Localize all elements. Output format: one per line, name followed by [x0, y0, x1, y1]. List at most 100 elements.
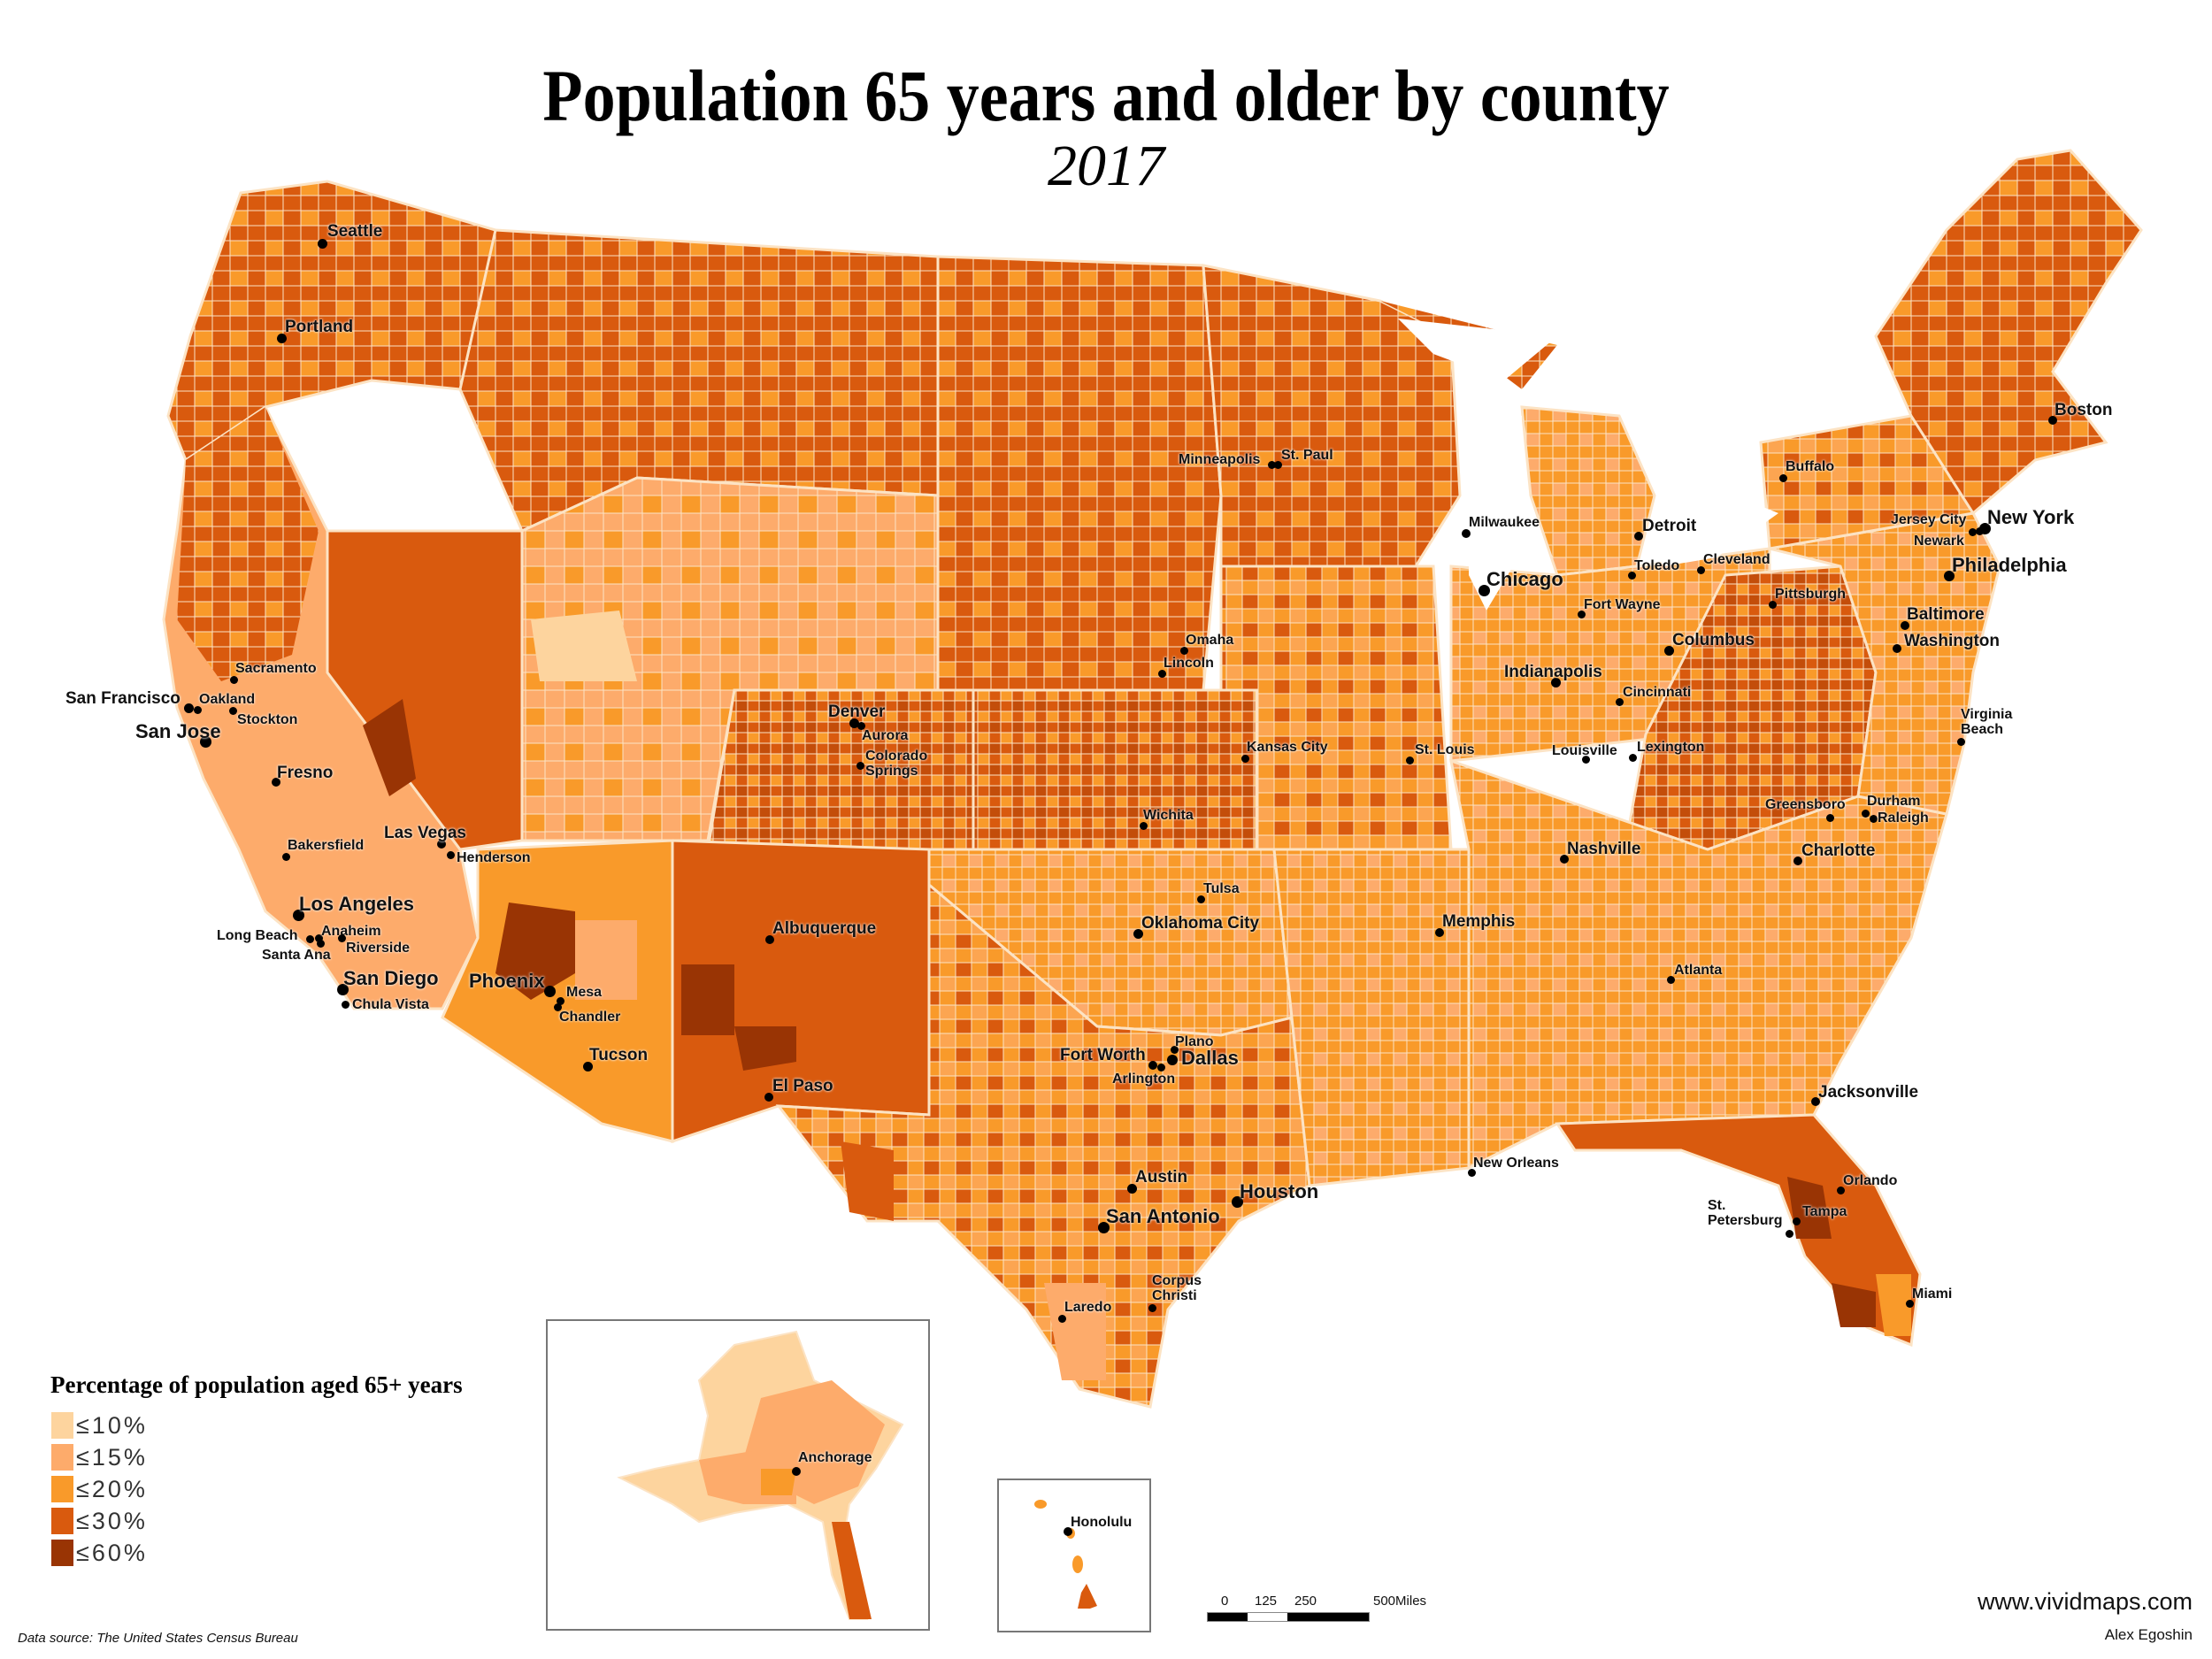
city-dot — [1968, 527, 1977, 536]
legend-label: ≤15% — [76, 1443, 148, 1471]
city-label: Buffalo — [1786, 459, 1835, 474]
city-dot — [1634, 532, 1643, 541]
city-label: San Jose — [135, 720, 221, 742]
city-label: Milwaukee — [1469, 515, 1540, 530]
region-kansas — [972, 688, 1258, 851]
city-dot — [337, 933, 346, 942]
city-label: Cincinnati — [1623, 685, 1692, 700]
city-dot — [1666, 975, 1675, 984]
region-minnesota-wisconsin — [1202, 264, 1462, 568]
city-dot — [1139, 821, 1148, 830]
city-dot — [183, 703, 194, 713]
city-label: Tampa — [1802, 1204, 1847, 1219]
city-dot — [1560, 855, 1569, 864]
region-dakotas-nebraska — [936, 255, 1223, 692]
city-dot — [1157, 669, 1166, 678]
city-label: Detroit — [1642, 517, 1697, 535]
city-dot — [1148, 1303, 1156, 1312]
city-dot — [228, 706, 237, 715]
city-dot — [1811, 1097, 1820, 1106]
lake-superior — [1398, 319, 1557, 380]
city-dot — [1785, 1229, 1793, 1238]
city-label: Boston — [2055, 401, 2113, 419]
city-dot — [764, 1093, 773, 1102]
region-south-texas-light — [1044, 1283, 1106, 1380]
legend-swatch — [51, 1476, 73, 1502]
city-dot — [1944, 571, 1955, 581]
city-label: Lexington — [1637, 740, 1705, 755]
city-dot — [1825, 813, 1834, 822]
city-dot — [1467, 1168, 1476, 1177]
legend-label: ≤20% — [76, 1475, 148, 1502]
city-dot — [229, 675, 238, 684]
city-label: Pittsburgh — [1775, 587, 1846, 602]
city-dot — [316, 939, 325, 948]
scale-unit: Miles — [1395, 1594, 1427, 1609]
scale-segment-black — [1208, 1613, 1248, 1621]
city-label: New Orleans — [1473, 1156, 1559, 1171]
city-label: El Paso — [772, 1077, 833, 1095]
city-label: Memphis — [1442, 912, 1516, 931]
city-label: Los Angeles — [299, 893, 414, 915]
city-label: Phoenix — [469, 970, 545, 992]
city-label: Jersey City — [1891, 512, 1967, 527]
city-label: Philadelphia — [1952, 554, 2067, 576]
legend-swatch — [51, 1412, 73, 1439]
city-dot — [543, 985, 556, 997]
city-dot — [1696, 565, 1705, 574]
city-label: Dallas — [1181, 1047, 1239, 1069]
city-label: Fort Wayne — [1584, 597, 1661, 612]
city-dot — [276, 333, 287, 343]
city-label: New York — [1987, 506, 2075, 528]
legend-item-le60: ≤60% — [51, 1540, 148, 1566]
city-label: Omaha — [1186, 633, 1234, 648]
city-dot — [1861, 809, 1870, 818]
legend-item-le20: ≤20% — [51, 1476, 148, 1502]
city-label: Houston — [1240, 1180, 1319, 1202]
region-nevada-dark-county — [363, 699, 416, 796]
city-label: Nashville — [1567, 840, 1641, 858]
region-arkansas-louisiana — [1272, 848, 1471, 1187]
city-label: Toledo — [1634, 558, 1680, 573]
city-label: Honolulu — [1071, 1515, 1133, 1530]
legend-item-le10: ≤10% — [51, 1412, 148, 1439]
city-label: Las Vegas — [384, 824, 466, 842]
city-dot — [765, 935, 774, 944]
region-texas — [775, 881, 1311, 1409]
city-label: Atlanta — [1674, 963, 1723, 978]
legend-item-le15: ≤15% — [51, 1444, 148, 1471]
city-label: Chula Vista — [352, 997, 429, 1012]
city-dot — [1231, 1195, 1243, 1208]
city-dot — [556, 996, 565, 1005]
scale-tick-500-value: 500 — [1373, 1594, 1396, 1609]
website-credit: www.vividmaps.com — [1977, 1588, 2193, 1615]
city-label: Long Beach — [217, 928, 298, 943]
city-label: Mesa — [566, 985, 603, 1000]
scale-tick-250: 250 — [1294, 1594, 1317, 1609]
city-dot — [792, 1467, 801, 1476]
city-dot — [1170, 1045, 1179, 1054]
city-label: Tulsa — [1203, 881, 1240, 896]
city-label: Oklahoma City — [1141, 914, 1260, 933]
city-dot — [1148, 1061, 1157, 1070]
city-label: Wichita — [1143, 808, 1194, 823]
city-label: Aurora — [862, 728, 909, 743]
city-dot — [314, 933, 323, 942]
scale-tick-125: 125 — [1255, 1594, 1278, 1609]
city-dot — [1577, 610, 1586, 618]
alaska-panhandle — [832, 1522, 872, 1619]
city-dot — [1581, 755, 1590, 764]
scale-tick-0: 0 — [1221, 1594, 1229, 1609]
city-label: Chicago — [1486, 568, 1563, 590]
region-new-england — [1874, 149, 2143, 516]
city-label: Indianapolis — [1504, 663, 1602, 681]
city-label: Jacksonville — [1818, 1083, 1919, 1102]
region-florida-dark-counties-2 — [1832, 1283, 1876, 1327]
region-new-mexico-dark-county — [681, 964, 734, 1035]
city-label: Henderson — [457, 850, 531, 865]
city-dot — [553, 1002, 562, 1011]
city-dot — [199, 735, 211, 748]
city-label: Charlotte — [1801, 841, 1876, 860]
city-label: Santa Ana — [262, 948, 331, 963]
city-label: Baltimore — [1907, 605, 1985, 624]
